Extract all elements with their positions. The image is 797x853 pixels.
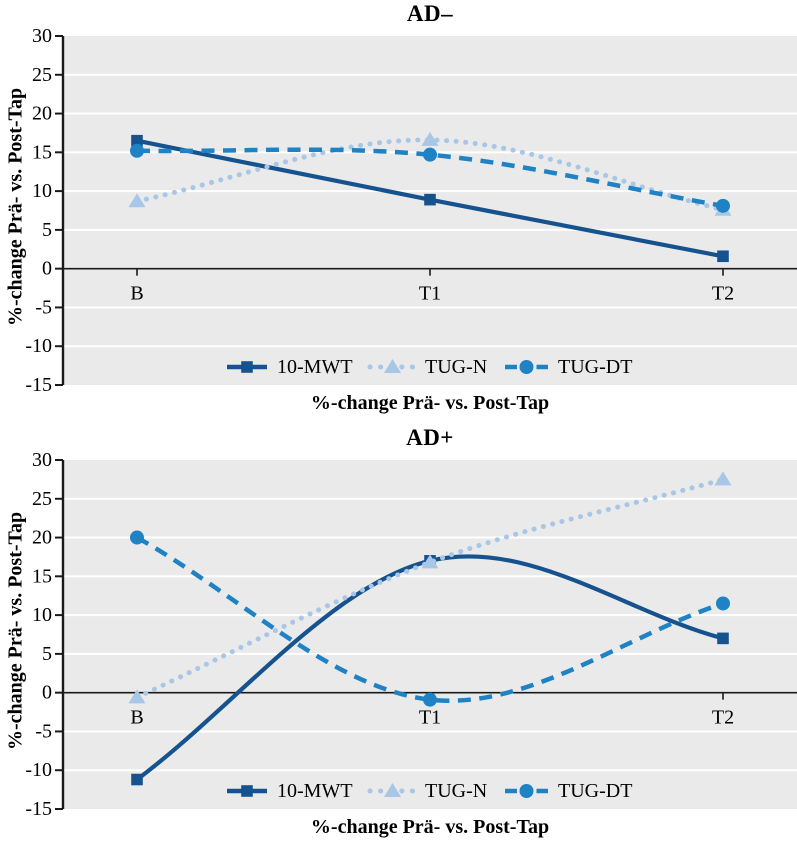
y-tick-label-5: 5: [42, 219, 52, 241]
x-tick-label-B: B: [130, 283, 143, 305]
marker-TUG-N-T1: [421, 554, 439, 569]
legend-label-10-MWT: 10-MWT: [277, 356, 353, 378]
chart-ad-minus: AD– %-change Prä- vs. Post-Tap 30 25 20 15 1…: [0, 0, 797, 424]
legend-label-TUG-DT: TUG-DT: [558, 780, 632, 802]
legend-marker-TUG-DT: [519, 784, 534, 798]
marker-TUG-N-T2: [714, 471, 732, 486]
legend-marker-TUG-DT: [519, 360, 534, 374]
legend-marker-10-MWT: [241, 361, 253, 373]
plot-area-ad-plus: 30 25 20 15 10 5 0 -5 -10 -15 B T1 T2 10-MWT TUG-N TUG-…: [25, 449, 797, 820]
y-tick-label--5: -5: [35, 296, 52, 318]
marker-10-MWT-B: [131, 134, 143, 147]
marker-TUG-N-T1: [421, 131, 439, 146]
y-tick-label-5: 5: [42, 643, 52, 665]
y-tick-label--15: -15: [25, 374, 52, 396]
y-tick-label--5: -5: [35, 720, 52, 742]
legend-label-TUG-N: TUG-N: [425, 356, 487, 378]
x-axis-title-ad-minus: %-change Prä- vs. Post-Tap: [310, 392, 550, 414]
series-line-TUG-DT: [136, 147, 724, 209]
y-tick-label-20: 20: [32, 103, 52, 125]
x-axis-title-ad-plus: %-change Prä- vs. Post-Tap: [310, 816, 550, 838]
plot-panel: [63, 460, 797, 809]
marker-TUG-DT-B: [130, 143, 144, 158]
legend-marker-10-MWT: [241, 785, 253, 797]
plot-row-ad-plus: %-change Prä- vs. Post-Tap 30 25 20 15 10 5 0 -…: [0, 449, 797, 820]
y-tick-label-0: 0: [42, 682, 52, 704]
legend-marker-TUG-N: [384, 783, 401, 797]
chart-title-ad-minus: AD–: [406, 1, 454, 26]
y-tick-label-30: 30: [32, 449, 52, 471]
legend-label-TUG-N: TUG-N: [425, 780, 487, 802]
y-tick-label-20: 20: [32, 527, 52, 549]
y-axis-title-ad-plus: %-change Prä- vs. Post-Tap: [4, 511, 27, 751]
marker-TUG-DT-T2: [716, 596, 730, 611]
y-tick-label-10: 10: [32, 180, 52, 202]
y-tick-label-15: 15: [32, 141, 52, 163]
x-tick-label-T1: T1: [419, 707, 441, 729]
y-tick-label-10: 10: [32, 604, 52, 626]
legend-label-TUG-DT: TUG-DT: [558, 356, 632, 378]
marker-10-MWT-T2: [717, 250, 729, 263]
chart-ad-plus: AD+ %-change Prä- vs. Post-Tap 30 25 20 15 1…: [0, 424, 797, 848]
marker-TUG-DT-B: [130, 530, 144, 545]
y-axis-title-ad-minus: %-change Prä- vs. Post-Tap: [4, 87, 27, 327]
x-tick-label-T2: T2: [712, 283, 734, 305]
plot-area-ad-minus: 30 25 20 15 10 5 0 -5 -10 -15 B T1 T2 10-MWT TUG-N TUG-…: [25, 25, 797, 396]
marker-10-MWT-B: [131, 773, 143, 786]
y-tick-label-0: 0: [42, 258, 52, 280]
x-tick-label-T1: T1: [419, 283, 441, 305]
y-tick-label--15: -15: [25, 798, 52, 820]
marker-TUG-DT-T1: [423, 147, 437, 162]
series-line-TUG-N: [134, 137, 726, 213]
x-tick-label-B: B: [130, 707, 143, 729]
y-tick-label-25: 25: [32, 488, 52, 510]
x-tick-label-T2: T2: [712, 707, 734, 729]
legend-item-TUG-N: TUG-N: [367, 780, 487, 802]
y-tick-label-30: 30: [32, 25, 52, 47]
y-tick-label--10: -10: [25, 759, 52, 781]
marker-TUG-DT-T1: [423, 692, 437, 707]
legend-marker-TUG-N: [384, 359, 401, 373]
plot-row-ad-minus: %-change Prä- vs. Post-Tap 30 25 20 15 10 5 0 -…: [0, 25, 797, 396]
marker-TUG-N-B: [128, 193, 146, 208]
marker-10-MWT-T1: [424, 193, 436, 206]
legend: 10-MWT TUG-N TUG-DT: [227, 780, 632, 802]
legend-item-TUG-DT: TUG-DT: [505, 780, 632, 802]
marker-TUG-N-B: [128, 689, 146, 704]
legend-label-10-MWT: 10-MWT: [277, 780, 353, 802]
y-tick-label-15: 15: [32, 565, 52, 587]
chart-title-ad-plus: AD+: [406, 425, 454, 450]
legend-item-10-MWT: 10-MWT: [227, 356, 353, 378]
y-tick-label--10: -10: [25, 335, 52, 357]
series-line-TUG-DT: [135, 535, 724, 703]
legend: 10-MWT TUG-N TUG-DT: [227, 356, 632, 378]
legend-item-10-MWT: 10-MWT: [227, 780, 353, 802]
y-tick-label-25: 25: [32, 64, 52, 86]
plot-panel: [63, 36, 797, 385]
marker-TUG-DT-T2: [716, 198, 730, 213]
legend-item-TUG-DT: TUG-DT: [505, 356, 632, 378]
legend-item-TUG-N: TUG-N: [367, 356, 487, 378]
marker-10-MWT-T2: [717, 632, 729, 645]
